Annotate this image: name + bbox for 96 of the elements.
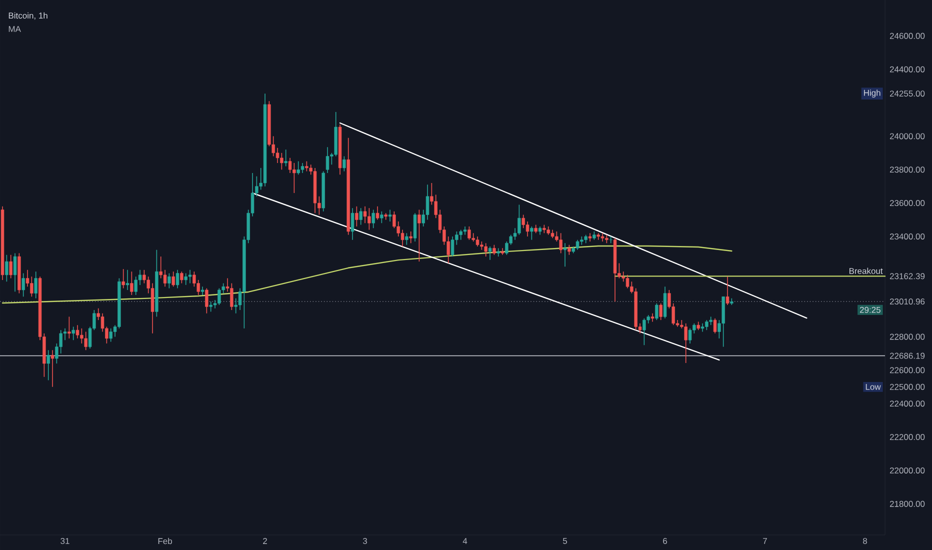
candlestick bbox=[350, 208, 354, 240]
candlestick bbox=[388, 209, 392, 222]
x-tick-label: 7 bbox=[763, 538, 767, 544]
y-tick-label: 22800.00 bbox=[890, 334, 925, 340]
candlestick bbox=[276, 148, 280, 164]
y-tick-label: 24600.00 bbox=[890, 32, 925, 39]
candlestick bbox=[713, 318, 717, 334]
candlestick bbox=[284, 149, 288, 167]
y-tick-label: 23400.00 bbox=[890, 233, 925, 240]
x-tick-label: Feb bbox=[158, 538, 172, 544]
candlestick bbox=[642, 318, 646, 346]
candlestick bbox=[34, 271, 38, 299]
candlestick bbox=[484, 242, 488, 257]
x-tick-label: 8 bbox=[863, 538, 868, 544]
candlestick bbox=[663, 286, 667, 319]
y-tick-label: 24000.00 bbox=[890, 133, 925, 140]
candlestick bbox=[688, 328, 692, 344]
y-tick-label: 22200.00 bbox=[890, 434, 925, 440]
candlestick bbox=[655, 302, 658, 320]
x-tick-label: 2 bbox=[263, 538, 267, 544]
candlestick bbox=[426, 184, 430, 220]
text: Bitcoin, 1h bbox=[8, 12, 48, 20]
candlestick bbox=[9, 254, 12, 279]
candlestick bbox=[68, 316, 71, 339]
candlestick bbox=[355, 206, 358, 227]
y-tick-label: 21800.00 bbox=[890, 500, 925, 507]
text: MA bbox=[8, 26, 21, 32]
y-tick-label: 22500.00 bbox=[890, 384, 925, 390]
candlestick bbox=[130, 271, 134, 296]
candlestick bbox=[372, 209, 375, 229]
y-tick-label: 23010.96 bbox=[890, 298, 925, 305]
candlestick bbox=[84, 331, 88, 351]
candlestick bbox=[468, 226, 471, 240]
y-tick-label: 22686.19 bbox=[890, 352, 925, 359]
candlestick bbox=[46, 350, 50, 381]
candlestick bbox=[163, 270, 167, 288]
candlestick bbox=[188, 270, 192, 284]
candlestick bbox=[684, 322, 688, 364]
y-tick-label: 22400.00 bbox=[890, 400, 925, 407]
y-tick-label: 23800.00 bbox=[890, 166, 925, 173]
candlestick bbox=[488, 246, 492, 260]
x-tick-label: 5 bbox=[562, 538, 568, 544]
y-tick-label: 23600.00 bbox=[890, 200, 925, 206]
candlestick bbox=[150, 282, 154, 334]
candlestick bbox=[300, 162, 304, 174]
annotation: High bbox=[864, 90, 880, 98]
candlestick bbox=[409, 231, 412, 244]
candlestick bbox=[72, 326, 75, 341]
candlestick bbox=[450, 236, 454, 257]
candlestick bbox=[380, 211, 384, 224]
candlestick bbox=[5, 254, 8, 282]
annotation: Low bbox=[866, 384, 881, 390]
candlestick bbox=[492, 244, 496, 256]
candlestick bbox=[405, 232, 408, 246]
candlestick bbox=[205, 288, 208, 314]
candlestick bbox=[50, 350, 54, 388]
candlestick bbox=[359, 208, 362, 226]
candlestick bbox=[363, 206, 367, 224]
x-tick-label: 31 bbox=[60, 538, 70, 544]
candlestick bbox=[530, 226, 534, 240]
candlestick bbox=[626, 274, 630, 289]
candlestick bbox=[76, 324, 80, 339]
candlestick bbox=[418, 209, 421, 262]
annotation: 29:25 bbox=[860, 306, 880, 313]
candlestick bbox=[176, 270, 180, 289]
y-tick-label: 23162.39 bbox=[890, 273, 925, 280]
candlestick bbox=[180, 271, 184, 284]
candlestick bbox=[526, 221, 530, 237]
annotation: Breakout bbox=[849, 268, 883, 274]
candlestick bbox=[168, 272, 171, 289]
candlestick bbox=[568, 244, 571, 256]
candlestick bbox=[413, 212, 417, 242]
candlestick bbox=[400, 229, 404, 247]
x-tick-label: 4 bbox=[462, 538, 468, 544]
y-tick-label: 24255.00 bbox=[890, 90, 925, 97]
candlestick bbox=[22, 272, 25, 298]
candlestick bbox=[305, 160, 308, 172]
x-tick-label: 6 bbox=[663, 538, 668, 544]
candlestick bbox=[172, 271, 175, 288]
candlestick bbox=[576, 239, 580, 250]
candlestick bbox=[122, 268, 125, 289]
candlestick bbox=[13, 252, 17, 292]
candlestick bbox=[342, 156, 346, 172]
candlestick bbox=[726, 276, 730, 306]
x-tick-label: 3 bbox=[362, 538, 368, 544]
candlestick bbox=[326, 146, 330, 174]
candlestick bbox=[376, 206, 380, 220]
y-tick-label: 22600.00 bbox=[890, 367, 925, 374]
candlestick bbox=[476, 236, 480, 247]
candlestick bbox=[659, 302, 662, 320]
candlestick bbox=[563, 242, 567, 267]
candlestick bbox=[126, 270, 130, 290]
y-tick-label: 24400.00 bbox=[890, 66, 925, 72]
candlestick bbox=[288, 158, 292, 174]
y-tick-label: 22000.00 bbox=[890, 467, 925, 474]
candlestick bbox=[559, 232, 562, 254]
